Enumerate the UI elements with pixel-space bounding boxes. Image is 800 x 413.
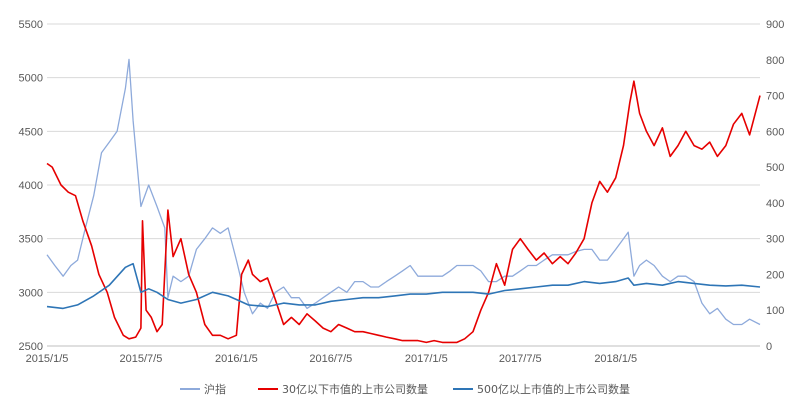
legend-item-1: 30亿以下市值的上市公司数量: [258, 382, 428, 396]
x-tick-label: 2018/1/5: [594, 353, 637, 365]
legend-label: 沪指: [204, 382, 226, 396]
gridlines: [47, 23, 760, 293]
legend-item-0: 沪指: [180, 382, 226, 396]
legend-label: 500亿以上市值的上市公司数量: [477, 382, 630, 396]
right-axis-tick-labels: 0 100 200 300 400 500 600 700 800 900: [766, 19, 784, 353]
left-tick-label: 2500: [19, 341, 43, 353]
right-tick-label: 900: [766, 19, 784, 31]
right-tick-label: 0: [766, 341, 772, 353]
series-line-0: [46, 58, 761, 326]
series-lines: [46, 58, 761, 344]
left-axis-tick-labels: 2500 3000 3500 4000 4500 5000 5500: [19, 19, 43, 353]
left-tick-label: 4500: [19, 126, 43, 138]
right-tick-label: 800: [766, 55, 784, 67]
left-tick-label: 5000: [19, 73, 43, 85]
right-tick-label: 100: [766, 305, 784, 317]
x-axis-tick-labels: 2015/1/5 2015/7/5 2016/1/5 2016/7/5 2017/1/5…: [26, 353, 638, 365]
right-tick-label: 600: [766, 126, 784, 138]
legend-item-2: 500亿以上市值的上市公司数量: [453, 382, 630, 396]
right-tick-label: 300: [766, 234, 784, 246]
right-tick-label: 500: [766, 162, 784, 174]
x-tick-label: 2016/1/5: [215, 353, 258, 365]
left-tick-label: 5500: [19, 19, 43, 31]
series-line-2: [46, 262, 761, 310]
left-tick-label: 3500: [19, 234, 43, 246]
legend: 沪指 30亿以下市值的上市公司数量 500亿以上市值的上市公司数量: [180, 382, 630, 396]
legend-label: 30亿以下市值的上市公司数量: [282, 382, 428, 396]
x-tick-label: 2015/7/5: [120, 353, 163, 365]
x-tick-label: 2015/1/5: [26, 353, 69, 365]
right-tick-label: 200: [766, 269, 784, 281]
series-line-1: [46, 80, 761, 344]
x-tick-label: 2016/7/5: [309, 353, 352, 365]
left-tick-label: 4000: [19, 180, 43, 192]
right-tick-label: 700: [766, 91, 784, 103]
right-tick-label: 400: [766, 198, 784, 210]
x-tick-label: 2017/1/5: [405, 353, 448, 365]
x-tick-label: 2017/7/5: [499, 353, 542, 365]
left-tick-label: 3000: [19, 287, 43, 299]
